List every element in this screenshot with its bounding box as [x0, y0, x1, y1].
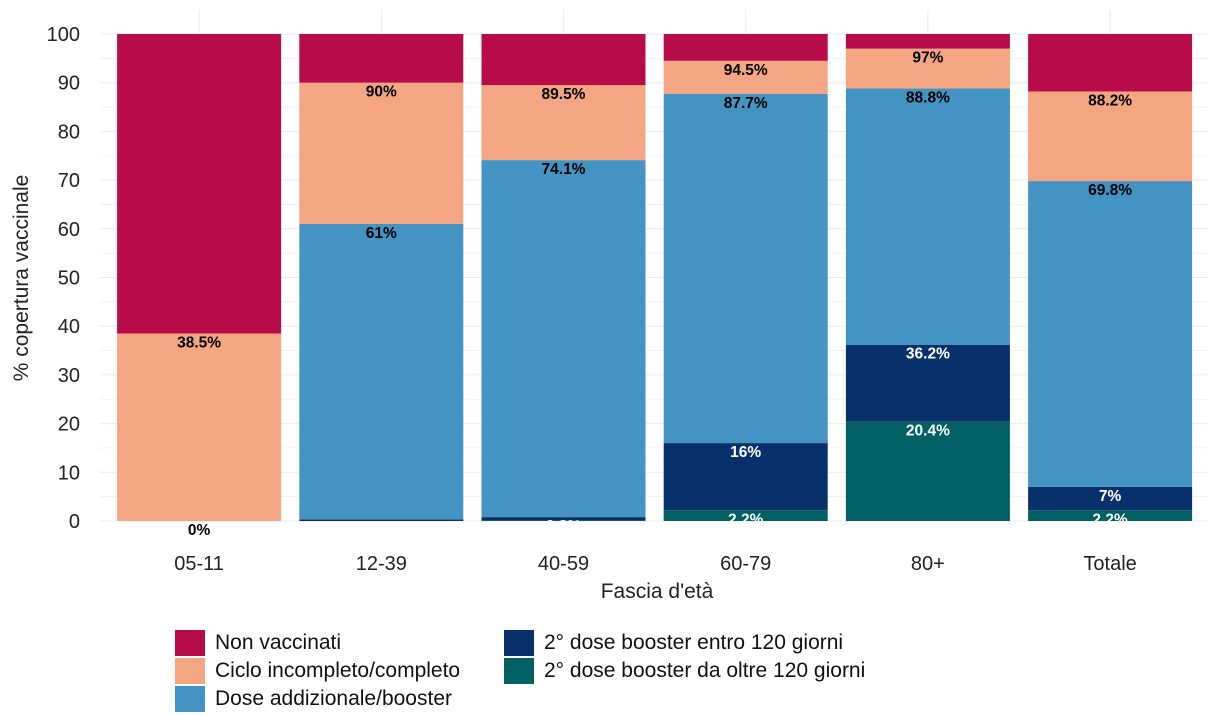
bar-segment [845, 344, 1010, 422]
bar-data-label: 0.3% [364, 521, 400, 538]
y-tick-label: 30 [58, 365, 80, 387]
y-tick-label: 20 [58, 414, 80, 436]
legend-swatch [504, 658, 534, 684]
y-axis-title: % copertura vaccinale [10, 175, 33, 382]
bar-data-label: 97% [912, 50, 943, 67]
bar-data-label: 61% [366, 225, 397, 242]
legend-item-booster-oltre: 2° dose booster da oltre 120 giorni [504, 658, 865, 684]
bar-segment [299, 519, 464, 521]
y-tick-label: 70 [58, 170, 80, 192]
bar-segment [299, 82, 464, 224]
bar-segment [1028, 181, 1193, 487]
y-tick-label: 40 [58, 316, 80, 338]
bar-data-label: 20.4% [906, 423, 950, 440]
bar-segment [845, 88, 1010, 345]
bar-data-label: 94.5% [724, 62, 768, 79]
bar-segment [481, 85, 646, 161]
bar-segment [845, 421, 1010, 521]
legend-label: 2° dose booster entro 120 giorni [544, 631, 844, 654]
bar-data-label: 0% [188, 522, 211, 539]
bar-segment [663, 34, 828, 61]
bar-data-label: 74.1% [542, 161, 586, 178]
legend-swatch [175, 686, 205, 712]
bar-data-label: 88.2% [1088, 92, 1132, 109]
bar-segment [663, 443, 828, 511]
y-tick-label: 80 [58, 121, 80, 143]
legend-item-non-vaccinati: Non vaccinati [175, 630, 341, 656]
bar-segment [845, 48, 1010, 89]
x-tick-label: 12-39 [356, 553, 407, 575]
bar-data-label: 87.7% [724, 95, 768, 112]
legend-swatch [175, 658, 205, 684]
bar-data-label: 36.2% [906, 346, 950, 363]
bar-segment [481, 520, 646, 521]
bar-segment [299, 34, 464, 83]
y-tick-label: 100 [47, 24, 80, 46]
y-tick-label: 50 [58, 268, 80, 290]
x-axis-ticks: 05-11 12-39 40-59 60-79 80+ Totale [174, 553, 1137, 575]
bar-segment [1028, 510, 1193, 521]
legend-swatch [175, 630, 205, 656]
bar-data-label: 2.2% [728, 511, 764, 528]
y-axis-ticks: 0 10 20 30 40 50 60 70 80 90 100 [47, 24, 80, 533]
bar-data-label: 89.5% [542, 86, 586, 103]
legend-label: Ciclo incompleto/completo [215, 659, 461, 682]
bar-data-label: 69.8% [1088, 182, 1132, 199]
x-tick-label: Totale [1083, 553, 1136, 575]
x-tick-label: 05-11 [174, 553, 224, 575]
bar-segment [481, 34, 646, 86]
bar-segment [481, 160, 646, 518]
bar-data-label: 2.2% [1092, 511, 1128, 528]
legend-label: Non vaccinati [215, 631, 342, 654]
legend-item-booster-entro: 2° dose booster entro 120 giorni [504, 630, 843, 656]
bar-data-label: 0.8% [546, 518, 582, 535]
stacked-bar-chart: 0% 38.5% 0.3% 61% 90% 0.8% 74.1% 89.5% 2.2% 16% 87… [10, 10, 1208, 603]
y-tick-label: 60 [58, 219, 80, 241]
x-axis-title: Fascia d'età [601, 580, 714, 603]
bars [117, 34, 1193, 521]
legend-item-ciclo: Ciclo incompleto/completo [175, 658, 460, 684]
bar-segment [117, 34, 282, 334]
bar-segment [663, 60, 828, 94]
bar-segment [663, 510, 828, 521]
x-tick-label: 60-79 [720, 553, 771, 575]
bar-segment [663, 93, 828, 444]
x-tick-label: 40-59 [538, 553, 589, 575]
legend-swatch [504, 630, 534, 656]
bar-segment [481, 517, 646, 521]
y-tick-label: 0 [69, 511, 80, 533]
y-tick-label: 10 [58, 462, 80, 484]
bar-segment [845, 34, 1010, 49]
legend-label: Dose addizionale/booster [215, 687, 452, 710]
bar-data-label: 38.5% [177, 335, 221, 352]
legend-label: 2° dose booster da oltre 120 giorni [544, 659, 866, 682]
bar-segment [117, 333, 282, 521]
legend: Non vaccinati Ciclo incompleto/completo … [175, 630, 955, 712]
segment-labels: 0% 38.5% 0.3% 61% 90% 0.8% 74.1% 89.5% 2.2% 16% 87… [177, 50, 1132, 539]
bar-data-label: 88.8% [906, 90, 950, 107]
y-tick-label: 90 [58, 73, 80, 95]
bar-data-label: 7% [1099, 488, 1122, 505]
bar-data-label: 90% [366, 84, 397, 101]
bar-segment [1028, 34, 1193, 92]
legend-item-dose-addizionale: Dose addizionale/booster [175, 686, 452, 712]
x-tick-label: 80+ [911, 553, 945, 575]
bar-segment [1028, 91, 1193, 182]
bar-segment [299, 223, 464, 520]
bar-data-label: 16% [730, 444, 761, 461]
bar-segment [1028, 486, 1193, 511]
